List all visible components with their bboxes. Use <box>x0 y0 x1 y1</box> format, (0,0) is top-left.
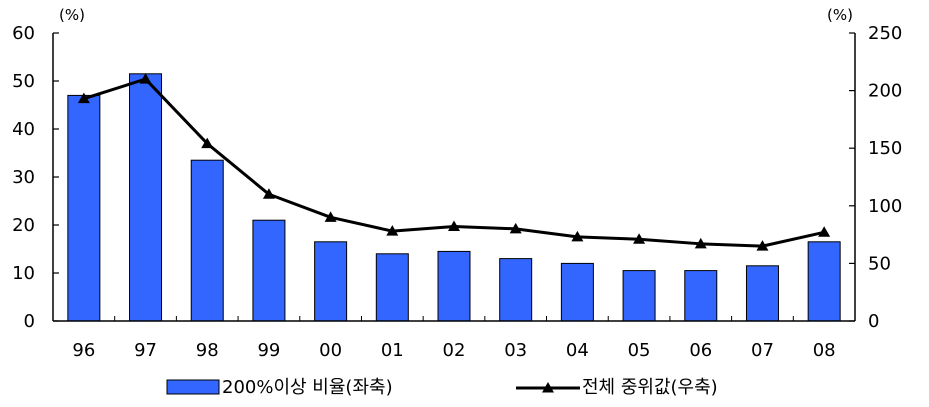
x-tick-label-97: 97 <box>134 340 157 361</box>
x-tick-label-02: 02 <box>443 340 466 361</box>
legend-bar-label: 200%이상 비율(좌축) <box>222 377 393 398</box>
line-point-07 <box>756 240 769 251</box>
legend: 200%이상 비율(좌축) 전체 중위값(우축) <box>166 377 718 398</box>
line-point-06 <box>694 237 707 249</box>
line-point-00 <box>324 211 337 222</box>
legend-bar-swatch <box>166 379 220 395</box>
line-point-03 <box>509 222 522 234</box>
right-axis-unit: (%) <box>827 6 853 24</box>
bar-06 <box>684 270 718 322</box>
left-axis-unit: (%) <box>59 6 85 24</box>
left-tick-label: 20 <box>12 215 35 236</box>
bar-07 <box>745 265 779 322</box>
x-tick-label-04: 04 <box>566 340 589 361</box>
x-tick-label-01: 01 <box>381 340 404 361</box>
line-point-08 <box>818 226 831 237</box>
x-tick-label-96: 96 <box>72 340 95 361</box>
bar-03 <box>499 258 533 322</box>
bar-05 <box>622 270 656 322</box>
line-point-02 <box>448 220 460 232</box>
right-tick-label: 100 <box>868 196 902 217</box>
left-tick-label: 50 <box>12 71 35 92</box>
line-point-05 <box>633 233 646 244</box>
bar-02 <box>437 250 471 322</box>
right-tick-label: 0 <box>868 311 879 332</box>
line-point-01 <box>386 225 399 236</box>
x-tick-label-06: 06 <box>689 340 712 361</box>
x-tick-label-00: 00 <box>319 340 342 361</box>
x-tick-label-99: 99 <box>257 340 280 361</box>
bar-00 <box>314 241 348 322</box>
bar-96 <box>67 94 101 322</box>
x-tick-label-98: 98 <box>196 340 219 361</box>
line-point-98 <box>201 137 214 149</box>
left-tick-label: 10 <box>12 263 35 284</box>
line-point-04 <box>571 230 584 242</box>
line-point-97 <box>139 73 152 84</box>
right-tick-label: 200 <box>868 81 902 102</box>
bar-series <box>67 73 841 322</box>
left-tick-label: 30 <box>12 167 35 188</box>
x-tick-label-03: 03 <box>504 340 527 361</box>
bar-98 <box>190 159 224 322</box>
left-tick-label: 60 <box>12 23 35 44</box>
bar-97 <box>129 73 163 322</box>
left-tick-label: 40 <box>12 119 35 140</box>
x-tick-label-05: 05 <box>628 340 651 361</box>
right-tick-label: 250 <box>868 23 902 44</box>
line-series <box>77 73 831 251</box>
x-tick-label-07: 07 <box>751 340 774 361</box>
x-tick-label-08: 08 <box>813 340 836 361</box>
line-point-96 <box>77 92 90 104</box>
legend-line-label: 전체 중위값(우축) <box>582 377 718 398</box>
bar-04 <box>560 262 594 322</box>
bar-99 <box>252 219 286 322</box>
right-tick-label: 50 <box>868 253 891 274</box>
bar-08 <box>807 241 841 322</box>
left-tick-label: 0 <box>24 311 35 332</box>
right-tick-label: 150 <box>868 138 902 159</box>
line-point-99 <box>262 188 275 199</box>
legend-triangle-marker <box>542 382 554 393</box>
bar-01 <box>375 253 409 322</box>
